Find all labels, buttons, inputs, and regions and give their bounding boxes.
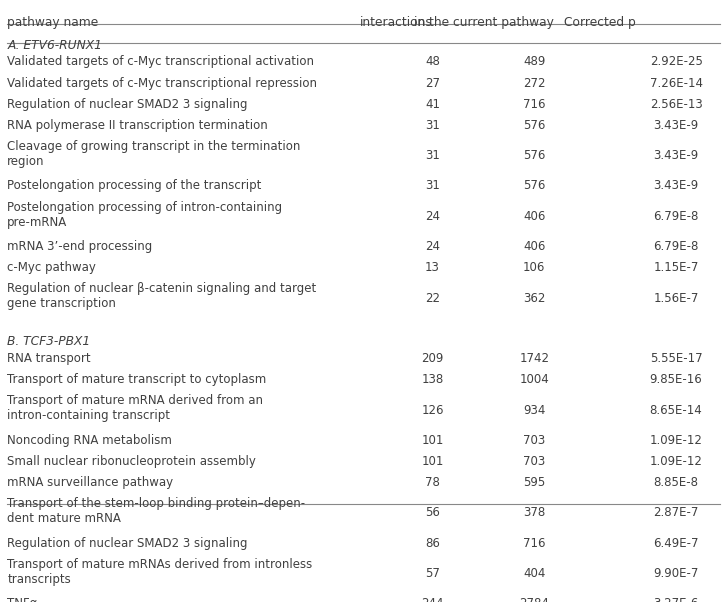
Text: 9.90E-7: 9.90E-7 (654, 567, 699, 580)
Text: 2784: 2784 (519, 597, 550, 602)
Text: 101: 101 (422, 455, 443, 468)
Text: TNFα: TNFα (7, 597, 38, 602)
Text: 2.87E-7: 2.87E-7 (654, 506, 699, 520)
Text: 31: 31 (425, 179, 440, 193)
Text: 489: 489 (523, 55, 545, 69)
Text: 24: 24 (425, 210, 440, 223)
Text: c-Myc pathway: c-Myc pathway (7, 261, 96, 275)
Text: 31: 31 (425, 149, 440, 162)
Text: Transport of mature mRNAs derived from intronless
transcripts: Transport of mature mRNAs derived from i… (7, 558, 313, 586)
Text: Transport of mature mRNA derived from an
intron-containing transcript: Transport of mature mRNA derived from an… (7, 394, 263, 422)
Text: 56: 56 (425, 506, 440, 520)
Text: 716: 716 (523, 537, 545, 550)
Text: 1.09E-12: 1.09E-12 (650, 434, 702, 447)
Text: Postelongation processing of the transcript: Postelongation processing of the transcr… (7, 179, 262, 193)
Text: 362: 362 (523, 291, 545, 305)
Text: 48: 48 (425, 55, 440, 69)
Text: 27: 27 (425, 76, 440, 90)
Text: 2.92E-25: 2.92E-25 (650, 55, 702, 69)
Text: 209: 209 (422, 352, 443, 365)
Text: 703: 703 (523, 434, 545, 447)
Text: Postelongation processing of intron-containing
pre-mRNA: Postelongation processing of intron-cont… (7, 200, 282, 229)
Text: 22: 22 (425, 291, 440, 305)
Text: RNA transport: RNA transport (7, 352, 91, 365)
Text: 8.65E-14: 8.65E-14 (650, 403, 702, 417)
Text: 406: 406 (523, 210, 545, 223)
Text: 5.55E-17: 5.55E-17 (650, 352, 702, 365)
Text: 406: 406 (523, 240, 545, 253)
Text: 3.43E-9: 3.43E-9 (654, 179, 699, 193)
Text: A. ETV6-RUNX1: A. ETV6-RUNX1 (7, 39, 103, 52)
Text: Regulation of nuclear SMAD2 3 signaling: Regulation of nuclear SMAD2 3 signaling (7, 98, 248, 111)
Text: 576: 576 (523, 119, 545, 132)
Text: 576: 576 (523, 179, 545, 193)
Text: 41: 41 (425, 98, 440, 111)
Text: 3.27E-6: 3.27E-6 (654, 597, 699, 602)
Text: RNA polymerase II transcription termination: RNA polymerase II transcription terminat… (7, 119, 268, 132)
Text: 576: 576 (523, 149, 545, 162)
Text: 1742: 1742 (519, 352, 550, 365)
Text: 716: 716 (523, 98, 545, 111)
Text: 9.85E-16: 9.85E-16 (650, 373, 702, 386)
Text: 1.15E-7: 1.15E-7 (654, 261, 699, 275)
Text: 1.09E-12: 1.09E-12 (650, 455, 702, 468)
Text: 13: 13 (425, 261, 440, 275)
Text: 31: 31 (425, 119, 440, 132)
Text: 57: 57 (425, 567, 440, 580)
Text: Corrected p: Corrected p (564, 16, 635, 29)
Text: mRNA 3’-end processing: mRNA 3’-end processing (7, 240, 153, 253)
Text: Validated targets of c-Myc transcriptional activation: Validated targets of c-Myc transcription… (7, 55, 314, 69)
Text: 138: 138 (422, 373, 443, 386)
Text: Cleavage of growing transcript in the termination
region: Cleavage of growing transcript in the te… (7, 140, 301, 168)
Text: in the current pathway: in the current pathway (414, 16, 553, 29)
Text: 1.56E-7: 1.56E-7 (654, 291, 699, 305)
Text: Regulation of nuclear SMAD2 3 signaling: Regulation of nuclear SMAD2 3 signaling (7, 537, 248, 550)
Text: Small nuclear ribonucleoprotein assembly: Small nuclear ribonucleoprotein assembly (7, 455, 256, 468)
Text: 86: 86 (425, 537, 440, 550)
Text: 24: 24 (425, 240, 440, 253)
Text: pathway name: pathway name (7, 16, 99, 29)
Text: 6.79E-8: 6.79E-8 (654, 210, 699, 223)
Text: 1004: 1004 (520, 373, 549, 386)
Text: interactions: interactions (360, 16, 433, 29)
Text: 3.43E-9: 3.43E-9 (654, 149, 699, 162)
Text: B. TCF3-PBX1: B. TCF3-PBX1 (7, 335, 90, 348)
Text: Validated targets of c-Myc transcriptional repression: Validated targets of c-Myc transcription… (7, 76, 317, 90)
Text: 6.79E-8: 6.79E-8 (654, 240, 699, 253)
Text: 595: 595 (523, 476, 545, 489)
Text: 244: 244 (422, 597, 443, 602)
Text: 78: 78 (425, 476, 440, 489)
Text: 101: 101 (422, 434, 443, 447)
Text: 7.26E-14: 7.26E-14 (650, 76, 702, 90)
Text: 106: 106 (523, 261, 545, 275)
Text: 2.56E-13: 2.56E-13 (650, 98, 702, 111)
Text: 378: 378 (523, 506, 545, 520)
Text: 8.85E-8: 8.85E-8 (654, 476, 699, 489)
Text: 934: 934 (523, 403, 545, 417)
Text: 272: 272 (523, 76, 545, 90)
Text: Transport of the stem-loop binding protein–depen-
dent mature mRNA: Transport of the stem-loop binding prote… (7, 497, 305, 525)
Text: Regulation of nuclear β-catenin signaling and target
gene transcription: Regulation of nuclear β-catenin signalin… (7, 282, 316, 311)
Text: mRNA surveillance pathway: mRNA surveillance pathway (7, 476, 174, 489)
Text: 126: 126 (422, 403, 443, 417)
Text: 703: 703 (523, 455, 545, 468)
Text: Transport of mature transcript to cytoplasm: Transport of mature transcript to cytopl… (7, 373, 267, 386)
Text: 3.43E-9: 3.43E-9 (654, 119, 699, 132)
Text: Noncoding RNA metabolism: Noncoding RNA metabolism (7, 434, 172, 447)
Text: 404: 404 (523, 567, 545, 580)
Text: 6.49E-7: 6.49E-7 (654, 537, 699, 550)
